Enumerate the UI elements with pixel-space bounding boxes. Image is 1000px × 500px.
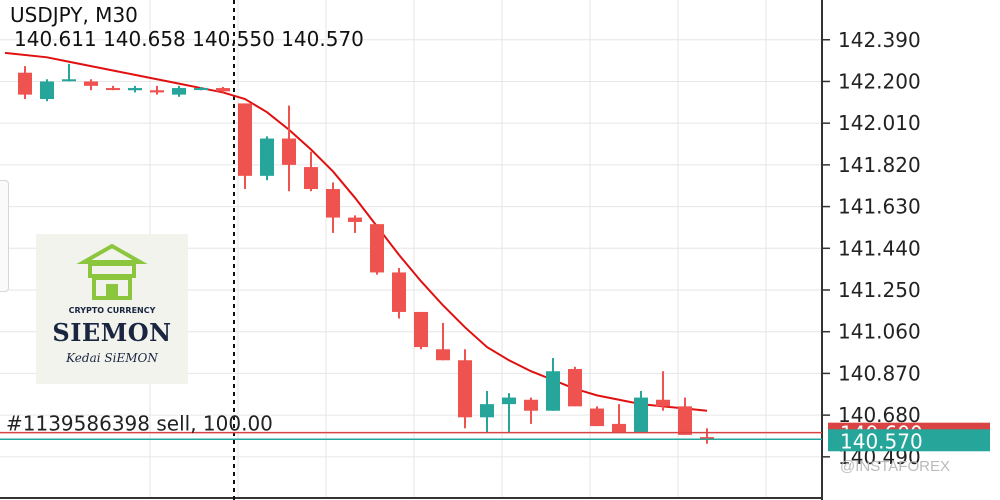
candle <box>612 404 626 433</box>
candle-body <box>304 167 318 190</box>
candle <box>656 371 670 411</box>
candle <box>172 85 186 97</box>
candle <box>282 105 296 192</box>
candle-body <box>568 369 582 407</box>
candle <box>238 103 252 190</box>
candle-body <box>18 72 32 95</box>
candle-body <box>370 224 384 273</box>
watermark: @INSTAFOREX <box>840 458 950 475</box>
candle-body <box>84 81 98 86</box>
candle-body <box>436 349 450 361</box>
candle-body <box>128 88 142 91</box>
candle-body <box>656 399 670 407</box>
candle-body <box>392 272 406 312</box>
y-tick-label: 140.870 <box>838 361 921 385</box>
candle-body <box>326 189 340 218</box>
bid-price-text: 140.570 <box>840 429 923 453</box>
candle-body <box>348 217 362 222</box>
candle-body <box>194 88 208 91</box>
candle <box>18 66 32 100</box>
y-tick-label: 142.390 <box>838 28 921 52</box>
house-icon <box>76 243 148 300</box>
candle <box>436 322 450 361</box>
logo-subtitle: CRYPTO CURRENCY <box>68 306 156 315</box>
candle <box>326 182 340 233</box>
candle <box>150 85 164 95</box>
candle-body <box>106 88 120 91</box>
y-tick-label: 142.010 <box>838 111 921 135</box>
candle <box>590 406 604 427</box>
y-tick-label: 142.200 <box>838 69 921 93</box>
candle-body <box>62 79 76 82</box>
candle <box>370 224 384 275</box>
candle-body <box>414 311 428 348</box>
candle <box>678 397 692 435</box>
order-line-label: #1139586398 sell, 100.00 <box>6 412 273 436</box>
candle <box>106 85 120 91</box>
candle <box>480 390 494 433</box>
candle-body <box>40 81 54 100</box>
moving-average-line <box>4 51 708 412</box>
candle-body <box>282 138 296 165</box>
candle-body <box>150 90 164 93</box>
siemon-logo: CRYPTO CURRENCY SIEMON Kedai SiEMON <box>36 234 188 384</box>
candle <box>348 215 362 233</box>
candle <box>194 86 208 91</box>
candle <box>128 85 142 93</box>
ohlc-values: 140.611 140.658 140.550 140.570 <box>14 27 364 51</box>
candle-body <box>524 399 538 411</box>
candle <box>568 366 582 407</box>
side-panel-tab[interactable] <box>0 180 9 292</box>
bid-price-tag <box>828 429 990 452</box>
candle-body <box>634 397 648 433</box>
candle-body <box>458 360 472 418</box>
candle-body <box>480 404 494 418</box>
candle-body <box>590 408 604 427</box>
candle <box>700 428 714 444</box>
candle <box>502 393 516 433</box>
candle <box>546 358 560 411</box>
candle <box>458 349 472 429</box>
y-tick-label: 141.250 <box>838 278 921 302</box>
candle-body <box>678 406 692 435</box>
y-tick-label: 141.440 <box>838 236 921 260</box>
candle <box>260 136 274 181</box>
logo-signature: Kedai SiEMON <box>66 351 158 365</box>
candle-body <box>238 103 252 176</box>
logo-brand: SIEMON <box>52 318 172 347</box>
candle <box>392 268 406 319</box>
candle-body <box>612 423 626 433</box>
candle <box>414 311 428 350</box>
candle <box>304 151 318 192</box>
candle-body <box>546 371 560 411</box>
chart-title: USDJPY, M30 <box>10 3 138 27</box>
y-tick-label: 141.820 <box>838 153 921 177</box>
candle <box>62 63 76 82</box>
y-tick-label: 141.630 <box>838 195 921 219</box>
candle <box>524 397 538 424</box>
candle <box>40 79 54 102</box>
candle-body <box>172 88 186 95</box>
candle <box>216 86 230 93</box>
candle <box>634 390 648 433</box>
y-tick-label: 141.060 <box>838 320 921 344</box>
candle-body <box>260 138 274 176</box>
candle-body <box>502 397 516 405</box>
candle-body <box>216 88 230 92</box>
candle-body <box>700 437 714 440</box>
candle <box>84 79 98 91</box>
